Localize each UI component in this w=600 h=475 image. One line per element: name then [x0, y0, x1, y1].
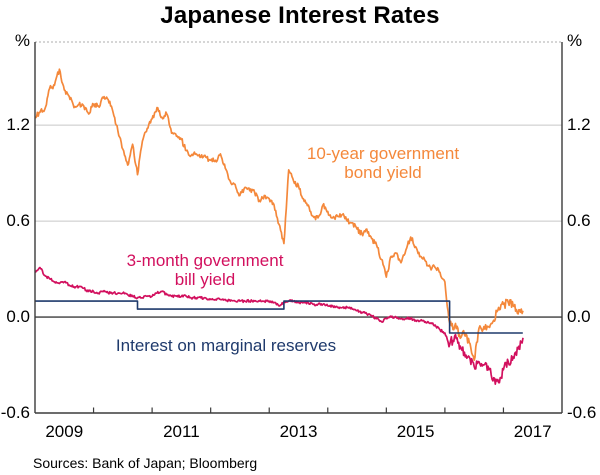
x-tick-label: 2017 — [513, 422, 552, 441]
reserves-step-line — [35, 300, 523, 334]
bill-yield-annotation: 3-month government bill yield — [105, 251, 305, 289]
source-note: Sources: Bank of Japan; Bloomberg — [33, 455, 258, 471]
bill-yield-annotation-line1: 3-month government — [126, 251, 284, 270]
x-tick-label: 2013 — [279, 422, 318, 441]
bill-yield-line — [35, 266, 524, 385]
bond-yield-annotation-line1: 10-year government — [306, 144, 460, 163]
reserves-annotation: Interest on marginal reserves — [115, 336, 337, 355]
y-tick-label-right: -0.6 — [567, 403, 597, 422]
x-tick-label: 2011 — [163, 422, 200, 441]
x-tick-label: 2009 — [45, 422, 84, 441]
y-axis-unit-left: % — [14, 31, 30, 50]
y-tick-label-right: 0.0 — [567, 307, 591, 327]
bond-yield-line — [35, 68, 524, 362]
y-tick-label-left: 1.2 — [6, 115, 30, 135]
y-axis-unit-right: % — [567, 31, 583, 50]
y-tick-label-right: 1.2 — [567, 115, 591, 135]
bond-yield-annotation-line2: bond yield — [344, 163, 422, 182]
y-tick-label-left: 0.6 — [6, 211, 30, 231]
y-tick-label-left: 0.0 — [6, 307, 30, 327]
y-tick-label-left: -0.6 — [0, 403, 30, 422]
chart-title: Japanese Interest Rates — [160, 2, 440, 29]
y-tick-label-right: 0.6 — [567, 211, 591, 231]
x-tick-label: 2015 — [396, 422, 435, 441]
bond-yield-annotation: 10-year government bond yield — [283, 144, 483, 182]
bill-yield-annotation-line2: bill yield — [174, 270, 236, 289]
